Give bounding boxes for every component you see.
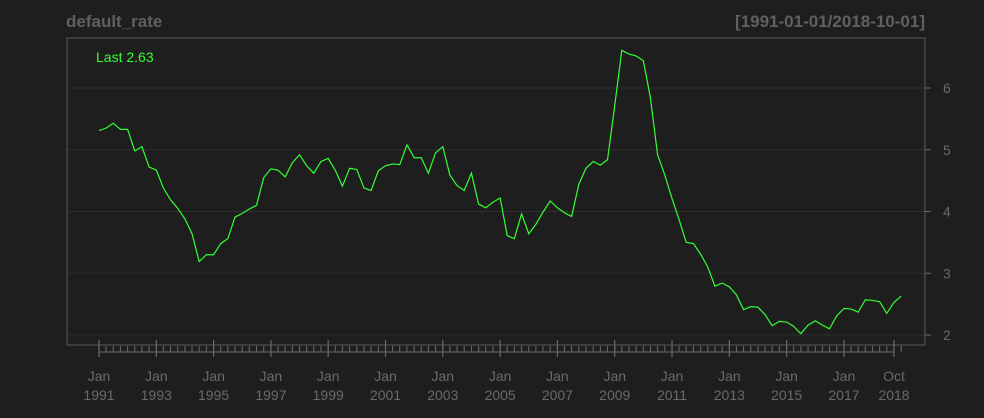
x-tick-label-month: Jan — [317, 368, 340, 384]
x-tick-label-year: 1999 — [313, 387, 344, 403]
y-tick-label: 5 — [943, 142, 951, 158]
x-tick-label-month: Oct — [883, 368, 905, 384]
x-tick-label-month: Jan — [88, 368, 111, 384]
y-tick-label: 3 — [943, 265, 951, 281]
x-tick-label-month: Jan — [546, 368, 569, 384]
grid-lines — [67, 87, 925, 336]
x-tick-label-year: 2015 — [771, 387, 802, 403]
x-tick-label-year: 2009 — [599, 387, 630, 403]
y-axis: 2 3 4 5 6 — [925, 80, 951, 343]
x-tick-label-month: Jan — [202, 368, 225, 384]
x-tick-label-month: Jan — [718, 368, 741, 384]
x-tick-label-year: 2003 — [427, 387, 458, 403]
x-tick-label-month: Jan — [432, 368, 455, 384]
y-tick-label: 2 — [943, 327, 951, 343]
x-tick-label-month: Jan — [260, 368, 283, 384]
x-tick-label-year: 2001 — [370, 387, 401, 403]
x-tick-label-year: 1997 — [255, 387, 286, 403]
x-tick-label-year: 1995 — [198, 387, 229, 403]
x-tick-label-year: 2018 — [878, 387, 909, 403]
x-tick-label-year: 2011 — [657, 387, 687, 403]
x-axis: Jan 1991 Jan 1993 Jan 1995 Jan 1997 Jan 1999 Jan 20… — [83, 340, 910, 403]
chart-title: default_rate — [66, 12, 162, 31]
x-tick-label-month: Jan — [603, 368, 626, 384]
x-tick-label-month: Jan — [374, 368, 397, 384]
date-range-label: [1991-01-01/2018-10-01] — [735, 12, 925, 31]
default-rate-series-line — [98, 49, 902, 335]
y-tick-label: 6 — [943, 80, 951, 96]
x-tick-label-year: 1991 — [83, 387, 114, 403]
x-tick-label-year: 2005 — [485, 387, 516, 403]
plot-frame — [66, 37, 926, 346]
x-tick-label-year: 1993 — [141, 387, 172, 403]
x-tick-label-month: Jan — [661, 368, 684, 384]
x-tick-label-year: 2013 — [714, 387, 745, 403]
x-tick-label-month: Jan — [833, 368, 856, 384]
x-tick-label-month: Jan — [775, 368, 798, 384]
last-value-label: Last 2.63 — [96, 49, 154, 65]
x-tick-label-month: Jan — [145, 368, 168, 384]
x-tick-label-year: 2017 — [828, 387, 859, 403]
y-tick-label: 4 — [943, 204, 951, 220]
x-tick-label-year: 2007 — [542, 387, 573, 403]
x-tick-label-month: Jan — [489, 368, 512, 384]
